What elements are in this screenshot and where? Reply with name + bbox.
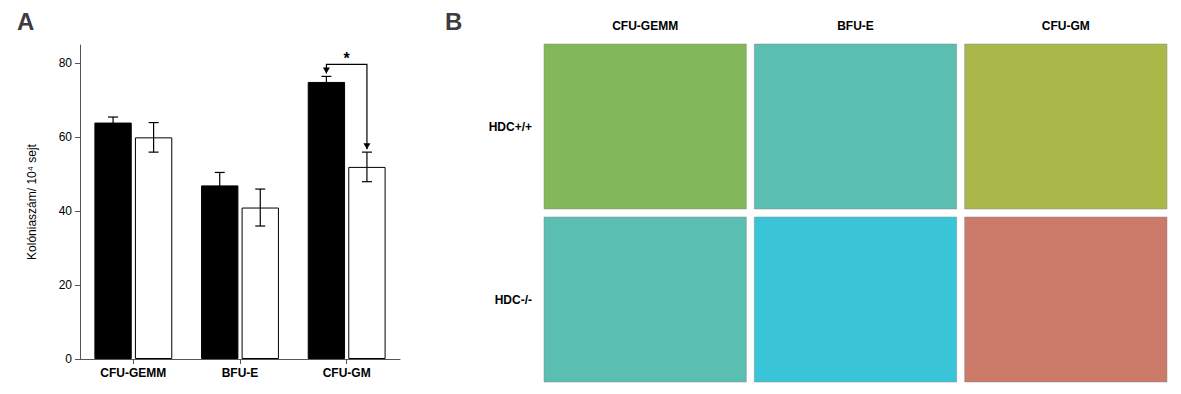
svg-text:40: 40 bbox=[59, 204, 73, 218]
svg-text:HDC+/+: HDC+/+ bbox=[489, 120, 532, 134]
svg-text:Kolóniaszám/ 10⁴ sejt: Kolóniaszám/ 10⁴ sejt bbox=[25, 143, 39, 260]
svg-text:0: 0 bbox=[65, 352, 72, 366]
svg-text:BFU-E: BFU-E bbox=[837, 19, 874, 33]
svg-text:60: 60 bbox=[59, 130, 73, 144]
svg-text:CFU-GEMM: CFU-GEMM bbox=[100, 366, 166, 380]
svg-text:20: 20 bbox=[59, 278, 73, 292]
svg-text:CFU-GM: CFU-GM bbox=[1042, 19, 1090, 33]
svg-text:BFU-E: BFU-E bbox=[222, 366, 259, 380]
svg-text:CFU-GM: CFU-GM bbox=[323, 366, 371, 380]
svg-text:HDC-/-: HDC-/- bbox=[495, 293, 532, 307]
svg-text:CFU-GEMM: CFU-GEMM bbox=[612, 19, 678, 33]
svg-text:B: B bbox=[445, 8, 462, 35]
svg-text:80: 80 bbox=[59, 56, 73, 70]
svg-text:*: * bbox=[344, 50, 351, 67]
svg-text:A: A bbox=[17, 8, 34, 35]
